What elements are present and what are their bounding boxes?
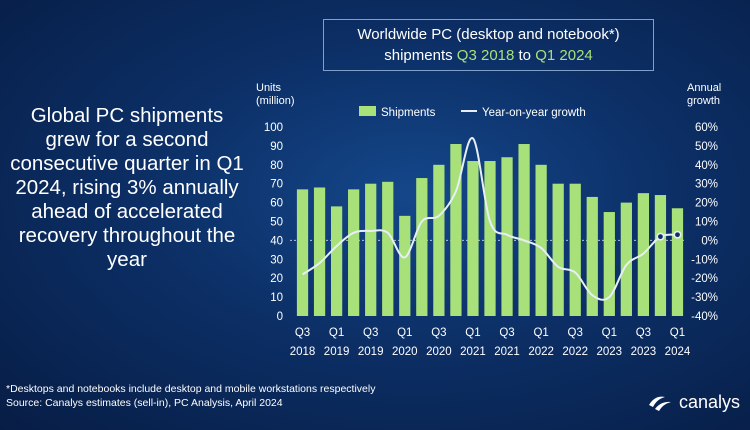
canalys-logo: canalys — [647, 392, 740, 413]
headline: Global PC shipments grew for a second co… — [10, 104, 244, 271]
shipment-bar — [382, 181, 394, 316]
chart-title-line2: shipments Q3 2018 to Q1 2024 — [324, 45, 653, 66]
x-tick-quarter: Q1 — [602, 327, 617, 339]
right-axis-title: Annual — [687, 82, 721, 94]
shipment-bar — [586, 196, 598, 316]
footnote-definition: *Desktops and notebooks include desktop … — [6, 383, 376, 395]
x-tick-year: 2018 — [290, 346, 316, 358]
right-tick-label: -40% — [691, 311, 718, 323]
left-tick-label: 100 — [264, 122, 283, 134]
right-axis-title: growth — [687, 95, 720, 107]
right-tick-label: 60% — [695, 122, 718, 134]
left-tick-label: 90 — [270, 141, 283, 153]
x-tick-year: 2021 — [460, 346, 486, 358]
x-tick-quarter: Q1 — [397, 327, 412, 339]
footnote: *Desktops and notebooks include desktop … — [6, 382, 375, 410]
shipment-bar — [603, 212, 615, 316]
canalys-logo-icon — [649, 396, 671, 411]
left-tick-label: 0 — [277, 311, 283, 323]
shipment-bar — [450, 144, 462, 316]
legend-growth-label: Year-on-year growth — [482, 107, 586, 119]
x-tick-quarter: Q3 — [568, 327, 583, 339]
chart-title-from: Q3 2018 — [456, 47, 515, 64]
left-axis-title: Units — [256, 82, 282, 94]
x-tick-year: 2021 — [494, 346, 520, 358]
shipment-bar — [416, 178, 428, 316]
chart-title-mid: to — [514, 47, 536, 64]
x-tick-quarter: Q3 — [363, 327, 378, 339]
left-tick-label: 10 — [270, 292, 283, 304]
x-tick-year: 2023 — [597, 346, 623, 358]
growth-marker — [673, 230, 682, 239]
left-axis-title: (million) — [256, 95, 295, 107]
shipment-bar — [552, 183, 564, 316]
right-tick-label: -30% — [691, 292, 718, 304]
right-tick-label: 40% — [695, 160, 718, 172]
shipment-bar — [433, 164, 445, 316]
legend-shipments-swatch — [359, 106, 376, 116]
shipment-bar — [671, 208, 684, 316]
shipment-bar — [313, 187, 326, 316]
canalys-logo-text: canalys — [679, 392, 741, 412]
left-tick-label: 70 — [270, 179, 283, 191]
x-tick-year: 2022 — [528, 346, 554, 358]
x-tick-year: 2024 — [665, 346, 691, 358]
chart-title-to: Q1 2024 — [535, 47, 593, 64]
right-tick-label: 10% — [695, 217, 718, 229]
x-tick-year: 2020 — [392, 346, 418, 358]
right-tick-label: -20% — [691, 273, 718, 285]
chart-title-line1: Worldwide PC (desktop and notebook*) — [357, 26, 620, 43]
x-tick-quarter: Q3 — [636, 327, 651, 339]
chart-title-prefix: shipments — [384, 47, 457, 64]
left-tick-label: 40 — [270, 235, 283, 247]
x-tick-quarter: Q3 — [431, 327, 446, 339]
x-tick-quarter: Q1 — [329, 327, 344, 339]
shipment-bar — [654, 195, 667, 316]
left-tick-label: 60 — [270, 198, 283, 210]
x-tick-quarter: Q1 — [533, 327, 548, 339]
shipment-bar — [399, 215, 411, 316]
left-tick-label: 50 — [270, 217, 283, 229]
left-tick-label: 80 — [270, 160, 283, 172]
legend-shipments-label: Shipments — [381, 107, 436, 119]
x-tick-year: 2022 — [562, 346, 588, 358]
x-tick-quarter: Q3 — [295, 327, 310, 339]
right-tick-label: 50% — [695, 141, 718, 153]
x-tick-quarter: Q3 — [499, 327, 514, 339]
left-tick-label: 20 — [270, 273, 283, 285]
x-tick-quarter: Q1 — [670, 327, 685, 339]
shipment-bar — [296, 189, 309, 316]
right-tick-label: 20% — [695, 198, 718, 210]
x-tick-year: 2019 — [324, 346, 350, 358]
chart-title-box: Worldwide PC (desktop and notebook*) shi… — [323, 19, 654, 71]
left-tick-label: 30 — [270, 254, 283, 266]
right-tick-label: 0% — [701, 235, 718, 247]
x-tick-quarter: Q1 — [465, 327, 480, 339]
growth-line — [301, 137, 678, 301]
shipment-bar — [330, 206, 343, 316]
x-tick-year: 2020 — [426, 346, 452, 358]
x-tick-year: 2019 — [358, 346, 384, 358]
shipment-bar — [484, 161, 496, 316]
right-tick-label: 30% — [695, 179, 718, 191]
shipment-bar — [501, 157, 513, 316]
shipment-bar — [569, 183, 581, 316]
footnote-source: Source: Canalys estimates (sell-in), PC … — [6, 397, 283, 409]
right-tick-label: -10% — [691, 254, 718, 266]
shipment-bar — [535, 164, 547, 316]
shipment-bar — [348, 189, 360, 316]
shipment-bar — [467, 161, 479, 316]
shipment-bar — [620, 202, 632, 316]
x-tick-year: 2023 — [631, 346, 657, 358]
shipment-bar — [518, 144, 530, 316]
growth-marker — [656, 232, 665, 241]
shipment-bar — [365, 183, 377, 316]
